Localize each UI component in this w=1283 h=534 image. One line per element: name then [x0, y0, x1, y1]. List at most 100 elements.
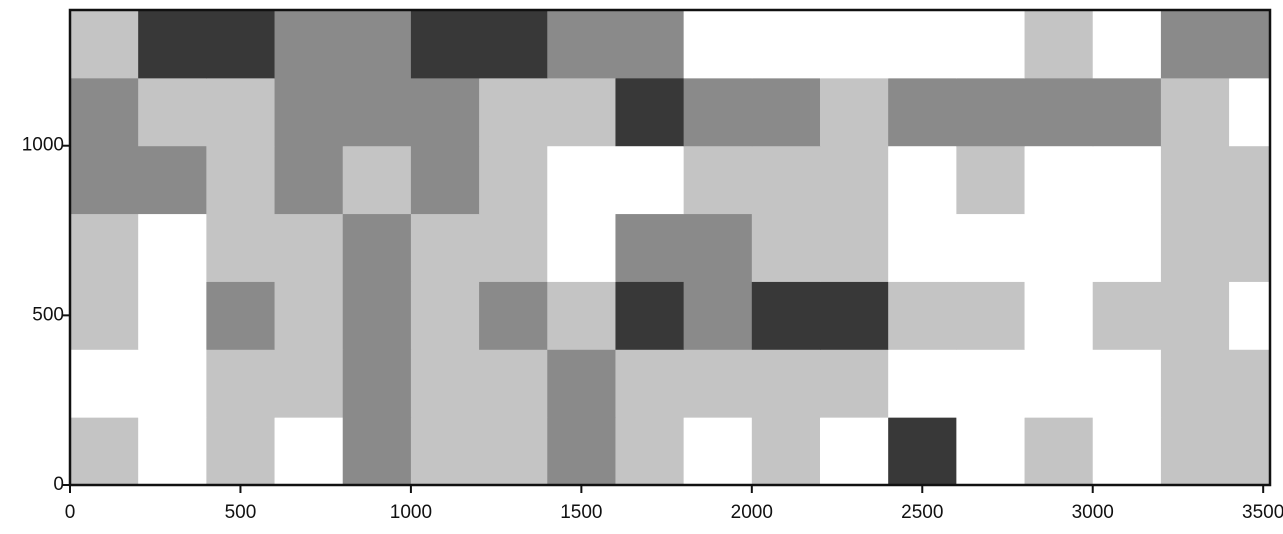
- contour-cell: [342, 77, 412, 147]
- contour-cell: [683, 10, 753, 79]
- contour-cell: [1092, 77, 1162, 147]
- contour-cell: [547, 213, 616, 282]
- contour-cell: [751, 349, 821, 418]
- contour-cell: [820, 417, 889, 485]
- contour-cell: [1160, 77, 1230, 147]
- contour-cell: [410, 349, 480, 418]
- contour-cell: [1160, 417, 1230, 485]
- contour-cell: [1024, 281, 1094, 350]
- contour-cell: [70, 213, 139, 282]
- x-tick-label: 2500: [901, 502, 943, 523]
- contour-cell: [1092, 349, 1162, 418]
- contour-cell: [1229, 213, 1270, 282]
- contour-cell: [888, 349, 957, 418]
- contour-cell: [1160, 349, 1230, 418]
- contour-cell: [274, 145, 344, 215]
- contour-cell: [138, 77, 207, 147]
- contour-cell: [1092, 145, 1162, 215]
- contour-cell: [342, 281, 412, 350]
- contour-cell: [1024, 145, 1094, 215]
- contour-cell: [138, 281, 207, 350]
- x-tick-label: 2000: [731, 502, 773, 523]
- contour-cell: [1092, 10, 1162, 79]
- contour-cell: [820, 213, 889, 282]
- contour-cell: [1229, 281, 1270, 350]
- contour-cell: [683, 213, 753, 282]
- contour-cell: [138, 417, 207, 485]
- y-tick-label: 0: [53, 474, 64, 495]
- contour-cell: [820, 281, 889, 350]
- contour-cell: [274, 213, 344, 282]
- contour-cell: [956, 417, 1026, 485]
- contour-cell: [956, 77, 1026, 147]
- contour-cell: [1229, 10, 1270, 79]
- contour-cell: [479, 349, 548, 418]
- contour-cell: [479, 417, 548, 485]
- contour-cell: [547, 145, 616, 215]
- contour-cell: [751, 417, 821, 485]
- contour-cell: [206, 349, 276, 418]
- x-tick-label: 0: [65, 502, 76, 523]
- contour-cell: [615, 213, 685, 282]
- contour-cell: [410, 213, 480, 282]
- contour-cell: [888, 145, 957, 215]
- contour-cell: [1229, 417, 1270, 485]
- x-tick-label: 500: [225, 502, 257, 523]
- contour-cell: [1160, 281, 1230, 350]
- y-tick-label: 1000: [22, 135, 64, 156]
- contour-cell: [70, 145, 139, 215]
- contour-cell: [410, 145, 480, 215]
- contour-cell: [1160, 145, 1230, 215]
- contour-cell: [547, 281, 616, 350]
- contour-cell: [751, 281, 821, 350]
- contour-cell: [1024, 77, 1094, 147]
- contour-cell: [479, 281, 548, 350]
- contour-cell: [1160, 213, 1230, 282]
- contour-cell: [70, 281, 139, 350]
- contour-cell: [683, 145, 753, 215]
- contour-cell: [820, 349, 889, 418]
- contour-cell: [956, 349, 1026, 418]
- contour-cell: [615, 281, 685, 350]
- contour-cell: [274, 349, 344, 418]
- contour-cell: [683, 281, 753, 350]
- contour-cell: [547, 417, 616, 485]
- contour-cell: [479, 10, 548, 79]
- contour-cell: [888, 213, 957, 282]
- contour-cell: [547, 77, 616, 147]
- contour-cell: [479, 145, 548, 215]
- contour-cell: [751, 213, 821, 282]
- contour-cell: [547, 349, 616, 418]
- contour-cell: [820, 145, 889, 215]
- contour-cell: [410, 417, 480, 485]
- contour-cell: [274, 417, 344, 485]
- contour-cell: [1092, 417, 1162, 485]
- contour-cell: [138, 10, 207, 79]
- contour-cell: [1229, 145, 1270, 215]
- contour-cell: [1024, 417, 1094, 485]
- contour-cell: [70, 10, 139, 79]
- contour-cell: [1024, 10, 1094, 79]
- contour-cell: [138, 145, 207, 215]
- contour-cell: [683, 77, 753, 147]
- contour-cell: [888, 417, 957, 485]
- contour-cell: [615, 349, 685, 418]
- contour-cell: [1024, 349, 1094, 418]
- contour-cell: [888, 77, 957, 147]
- contour-cell: [888, 10, 957, 79]
- contour-cell: [956, 213, 1026, 282]
- contour-cell: [956, 10, 1026, 79]
- x-tick-label: 3500: [1242, 502, 1283, 523]
- contour-cell: [547, 10, 616, 79]
- contour-cell: [820, 77, 889, 147]
- contour-cell: [1229, 77, 1270, 147]
- contour-cell: [342, 417, 412, 485]
- contour-cell: [479, 213, 548, 282]
- contour-cell: [615, 145, 685, 215]
- contour-cell: [1092, 213, 1162, 282]
- contour-cell: [206, 77, 276, 147]
- contour-cell: [138, 213, 207, 282]
- contour-cell: [615, 417, 685, 485]
- contour-cell: [206, 281, 276, 350]
- contour-cell: [342, 10, 412, 79]
